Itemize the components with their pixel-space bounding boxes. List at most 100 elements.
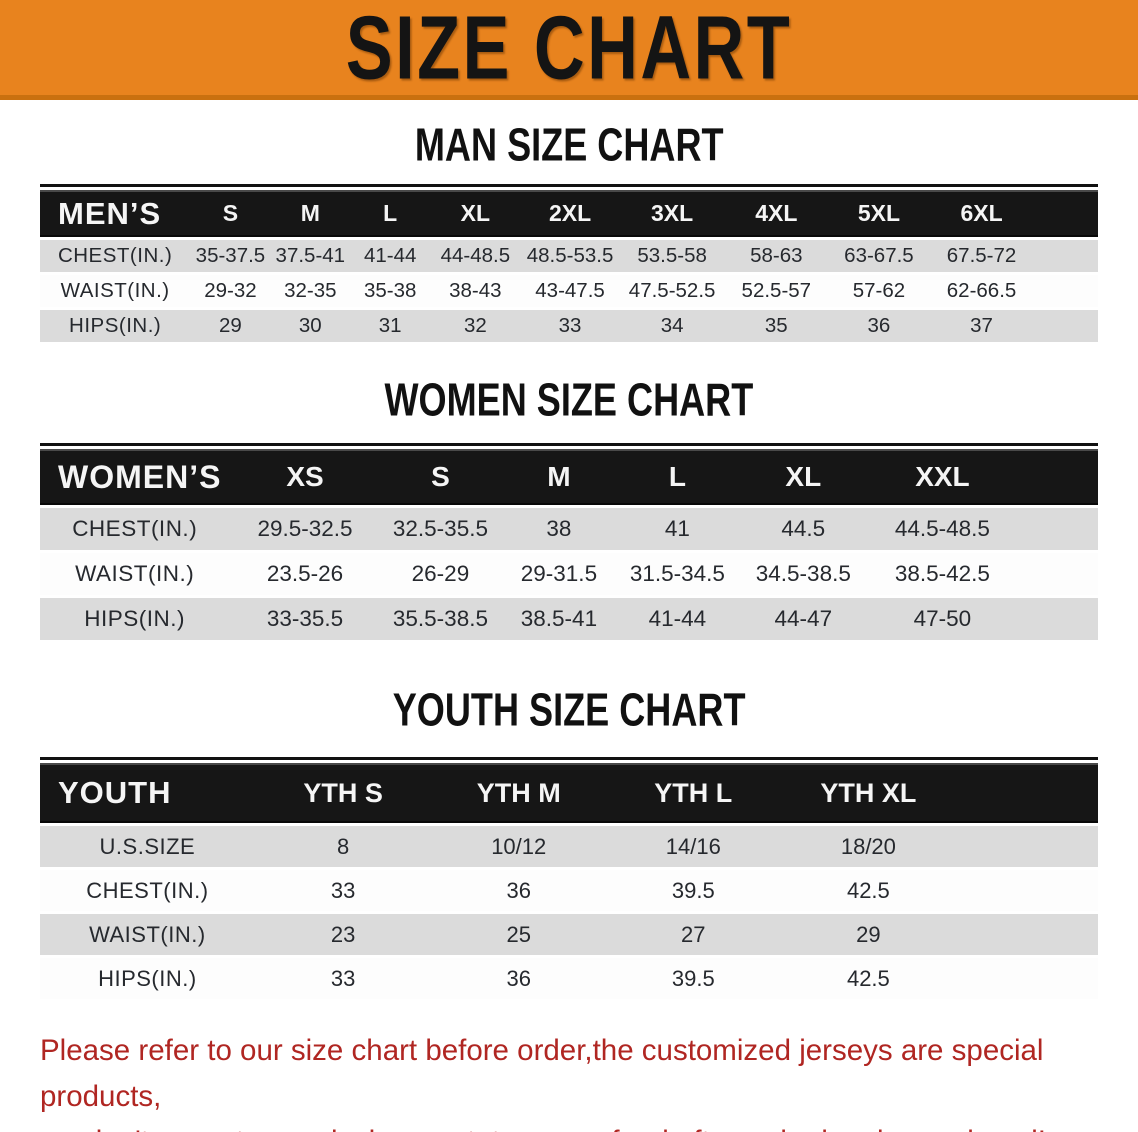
value-cell: 42.5 bbox=[780, 870, 957, 911]
row-label-cell: WAIST(IN.) bbox=[40, 914, 255, 955]
value-cell: 63-67.5 bbox=[828, 240, 930, 272]
disclaimer-note: Please refer to our size chart before or… bbox=[0, 1028, 1138, 1132]
value-cell: 35.5-38.5 bbox=[380, 598, 501, 640]
column-header: S bbox=[380, 449, 501, 505]
value-cell: 10/12 bbox=[431, 826, 606, 867]
column-header: M bbox=[270, 190, 350, 237]
column-header: 3XL bbox=[619, 190, 725, 237]
value-cell: 27 bbox=[606, 914, 781, 955]
column-header: 6XL bbox=[929, 190, 1034, 237]
value-cell: 29 bbox=[780, 914, 957, 955]
value-cell: 34 bbox=[619, 310, 725, 342]
table-title-cell: WOMEN’S bbox=[40, 449, 230, 505]
value-cell: 33 bbox=[254, 958, 432, 999]
column-header: 4XL bbox=[724, 190, 829, 237]
value-cell: 36 bbox=[828, 310, 930, 342]
men-section-heading: MAN SIZE CHART bbox=[0, 119, 1138, 172]
value-cell: 30 bbox=[270, 310, 350, 342]
value-cell: 23 bbox=[254, 914, 432, 955]
row-filler-cell bbox=[956, 914, 1098, 955]
table-row: U.S.SIZE 8 10/12 14/16 18/20 bbox=[40, 826, 1098, 867]
value-cell: 39.5 bbox=[606, 870, 781, 911]
row-label-cell: U.S.SIZE bbox=[40, 826, 255, 867]
table-row: WAIST(IN.) 23.5-26 26-29 29-31.5 31.5-34.5 34… bbox=[40, 553, 1098, 595]
disclaimer-line-2: we don't accept cancel, change, teturn o… bbox=[40, 1119, 1100, 1132]
column-header: XXL bbox=[869, 449, 1016, 505]
header-row: YOUTH YTH S YTH M YTH L YTH XL bbox=[40, 763, 1098, 823]
value-cell: 18/20 bbox=[780, 826, 957, 867]
value-cell: 34.5-38.5 bbox=[737, 553, 870, 595]
value-cell: 42.5 bbox=[780, 958, 957, 999]
row-label-cell: WAIST(IN.) bbox=[40, 275, 191, 307]
value-cell: 47-50 bbox=[869, 598, 1016, 640]
value-cell: 37.5-41 bbox=[270, 240, 350, 272]
value-cell: 53.5-58 bbox=[619, 240, 725, 272]
header-filler-cell bbox=[956, 763, 1098, 823]
value-cell: 41-44 bbox=[617, 598, 738, 640]
column-header: XS bbox=[229, 449, 381, 505]
womens-size-table: WOMEN’S XS S M L XL XXL CHEST(IN.) 29.5-32.5 32.5… bbox=[40, 443, 1098, 643]
value-cell: 14/16 bbox=[606, 826, 781, 867]
row-filler-cell bbox=[1015, 598, 1098, 640]
row-filler-cell bbox=[1033, 310, 1098, 342]
value-cell: 33 bbox=[520, 310, 620, 342]
value-cell: 8 bbox=[254, 826, 432, 867]
value-cell: 29 bbox=[190, 310, 271, 342]
disclaimer-line-1: Please refer to our size chart before or… bbox=[40, 1034, 1044, 1113]
value-cell: 67.5-72 bbox=[929, 240, 1034, 272]
row-filler-cell bbox=[1015, 508, 1098, 550]
row-label-cell: WAIST(IN.) bbox=[40, 553, 230, 595]
row-label-cell: HIPS(IN.) bbox=[40, 310, 191, 342]
value-cell: 29.5-32.5 bbox=[229, 508, 381, 550]
value-cell: 33-35.5 bbox=[229, 598, 381, 640]
row-filler-cell bbox=[1033, 240, 1098, 272]
value-cell: 57-62 bbox=[828, 275, 930, 307]
column-header: YTH S bbox=[254, 763, 432, 823]
value-cell: 44-48.5 bbox=[430, 240, 521, 272]
value-cell: 31.5-34.5 bbox=[617, 553, 738, 595]
column-header: YTH XL bbox=[780, 763, 957, 823]
row-filler-cell bbox=[1015, 553, 1098, 595]
value-cell: 36 bbox=[431, 870, 606, 911]
table-row: WAIST(IN.) 23 25 27 29 bbox=[40, 914, 1098, 955]
row-filler-cell bbox=[956, 958, 1098, 999]
value-cell: 32.5-35.5 bbox=[380, 508, 501, 550]
value-cell: 44.5-48.5 bbox=[869, 508, 1016, 550]
table-row: CHEST(IN.) 29.5-32.5 32.5-35.5 38 41 44.5 44.5… bbox=[40, 508, 1098, 550]
value-cell: 35-37.5 bbox=[190, 240, 271, 272]
value-cell: 44.5 bbox=[737, 508, 870, 550]
header-filler-cell bbox=[1015, 449, 1098, 505]
value-cell: 38-43 bbox=[430, 275, 521, 307]
value-cell: 62-66.5 bbox=[929, 275, 1034, 307]
men-section-heading-text: MAN SIZE CHART bbox=[414, 119, 724, 172]
row-label-cell: CHEST(IN.) bbox=[40, 870, 255, 911]
table-row: WAIST(IN.) 29-32 32-35 35-38 38-43 43-47.5 47.… bbox=[40, 275, 1098, 307]
row-filler-cell bbox=[956, 870, 1098, 911]
youth-section-heading-text: YOUTH SIZE CHART bbox=[392, 684, 746, 737]
value-cell: 29-31.5 bbox=[500, 553, 618, 595]
row-filler-cell bbox=[1033, 275, 1098, 307]
header-row: MEN’S S M L XL 2XL 3XL 4XL 5XL 6XL bbox=[40, 190, 1098, 237]
table-title-cell: MEN’S bbox=[40, 190, 191, 237]
youth-size-table: YOUTH YTH S YTH M YTH L YTH XL U.S.SIZE 8 10/12… bbox=[40, 757, 1098, 1002]
women-section-heading: WOMEN SIZE CHART bbox=[0, 374, 1138, 427]
value-cell: 47.5-52.5 bbox=[619, 275, 725, 307]
row-label-cell: HIPS(IN.) bbox=[40, 958, 255, 999]
value-cell: 41-44 bbox=[349, 240, 431, 272]
value-cell: 35 bbox=[724, 310, 829, 342]
row-label-cell: CHEST(IN.) bbox=[40, 240, 191, 272]
column-header: YTH L bbox=[606, 763, 781, 823]
value-cell: 38 bbox=[500, 508, 618, 550]
column-header: M bbox=[500, 449, 618, 505]
column-header: YTH M bbox=[431, 763, 606, 823]
value-cell: 29-32 bbox=[190, 275, 271, 307]
row-label-cell: CHEST(IN.) bbox=[40, 508, 230, 550]
mens-size-table: MEN’S S M L XL 2XL 3XL 4XL 5XL 6XL CHEST(IN.) 35-37… bbox=[40, 184, 1098, 345]
women-section-heading-text: WOMEN SIZE CHART bbox=[384, 374, 754, 427]
table-row: HIPS(IN.) 33-35.5 35.5-38.5 38.5-41 41-44 44-… bbox=[40, 598, 1098, 640]
value-cell: 33 bbox=[254, 870, 432, 911]
column-header: S bbox=[190, 190, 271, 237]
table-row: CHEST(IN.) 33 36 39.5 42.5 bbox=[40, 870, 1098, 911]
value-cell: 32 bbox=[430, 310, 521, 342]
value-cell: 48.5-53.5 bbox=[520, 240, 620, 272]
